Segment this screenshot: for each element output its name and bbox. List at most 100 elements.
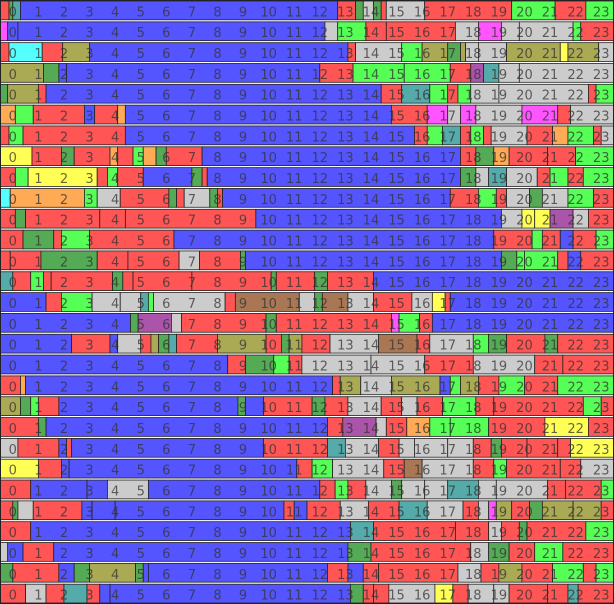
hour-tick-label: 13 (337, 380, 354, 395)
hour-tick-label: 1 (34, 235, 42, 250)
hour-tick-label: 16 (414, 380, 431, 395)
hour-tick-label: 14 (363, 172, 380, 187)
hour-tick-label: 23 (593, 589, 610, 604)
hour-tick-label: 9 (239, 255, 247, 270)
bar-segment (557, 375, 614, 396)
hour-tick-label: 5 (137, 130, 145, 145)
hour-tick-label: 13 (337, 68, 354, 83)
hour-tick-label: 15 (388, 547, 405, 562)
hour-tick-label: 4 (111, 339, 119, 354)
bar-segment (557, 333, 614, 354)
hour-tick-label: 2 (60, 214, 68, 229)
hour-tick-label: 0 (9, 443, 17, 458)
hour-tick-label: 16 (414, 589, 431, 604)
hour-tick-label: 12 (312, 151, 329, 166)
hour-tick-label: 21 (542, 68, 559, 83)
hour-tick-label: 1 (34, 214, 42, 229)
hour-tick-label: 14 (363, 464, 380, 479)
hour-tick-label: 18 (465, 255, 482, 270)
hour-tick-label: 6 (162, 339, 170, 354)
hour-tick-label: 20 (516, 318, 533, 333)
hour-tick-label: 11 (286, 130, 303, 145)
hour-tick-label: 0 (9, 276, 17, 291)
bar-segment (43, 271, 52, 291)
hour-tick-label: 4 (111, 568, 119, 583)
bar-segment (117, 146, 134, 167)
hour-tick-label: 21 (542, 130, 559, 145)
hour-tick-label: 9 (239, 484, 247, 499)
hour-tick-label: 14 (363, 151, 380, 166)
hour-tick-label: 7 (188, 505, 196, 520)
hour-tick-label: 8 (213, 505, 221, 520)
hour-tick-label: 3 (85, 172, 93, 187)
bar-segment (147, 292, 154, 312)
hour-tick-label: 13 (337, 276, 354, 291)
hour-tick-label: 19 (491, 172, 508, 187)
hour-tick-label: 11 (286, 276, 303, 291)
hour-tick-label: 21 (542, 26, 559, 41)
hour-tick-label: 5 (137, 318, 145, 333)
hour-tick-label: 4 (111, 318, 119, 333)
hour-tick-label: 12 (312, 526, 329, 541)
hour-tick-label: 7 (188, 568, 196, 583)
hour-tick-label: 16 (414, 110, 431, 125)
hour-tick-label: 18 (465, 297, 482, 312)
hour-tick-label: 6 (162, 214, 170, 229)
hour-tick-label: 11 (286, 89, 303, 104)
hour-tick-label: 14 (363, 5, 380, 20)
hour-tick-label: 22 (567, 235, 584, 250)
hour-tick-label: 11 (286, 568, 303, 583)
hour-tick-label: 22 (567, 255, 584, 270)
hour-tick-label: 20 (516, 380, 533, 395)
hour-tick-label: 16 (414, 318, 431, 333)
hour-tick-label: 17 (439, 526, 456, 541)
bar-segment (595, 83, 614, 104)
hour-tick-label: 8 (213, 214, 221, 229)
hour-tick-label: 14 (363, 318, 380, 333)
hour-tick-label: 12 (312, 422, 329, 437)
hour-tick-label: 5 (137, 297, 145, 312)
hour-tick-label: 10 (260, 401, 277, 416)
hour-tick-label: 18 (465, 547, 482, 562)
hour-tick-label: 9 (239, 297, 247, 312)
hour-tick-label: 18 (465, 568, 482, 583)
hour-tick-label: 14 (363, 589, 380, 604)
hour-tick-label: 20 (516, 484, 533, 499)
hour-tick-label: 19 (491, 5, 508, 20)
hour-tick-label: 14 (363, 26, 380, 41)
hour-tick-label: 18 (465, 110, 482, 125)
hour-tick-label: 14 (363, 130, 380, 145)
hour-tick-label: 12 (312, 443, 329, 458)
hour-tick-label: 19 (491, 505, 508, 520)
hour-tick-label: 19 (491, 255, 508, 270)
hour-tick-label: 18 (465, 339, 482, 354)
hour-tick-label: 7 (188, 484, 196, 499)
hour-tick-label: 18 (465, 401, 482, 416)
hour-tick-label: 4 (111, 276, 119, 291)
bar-segment (373, 271, 614, 291)
hour-tick-label: 5 (137, 26, 145, 41)
hour-tick-label: 5 (137, 172, 145, 187)
hour-tick-label: 12 (312, 318, 329, 333)
hour-tick-label: 20 (516, 68, 533, 83)
bar-segment (99, 583, 111, 604)
hour-tick-label: 19 (491, 276, 508, 291)
hour-tick-label: 23 (593, 318, 610, 333)
bar-segment (122, 271, 134, 291)
hour-tick-label: 11 (286, 255, 303, 270)
hour-tick-label: 15 (388, 505, 405, 520)
hour-tick-label: 15 (388, 401, 405, 416)
hour-tick-label: 6 (162, 318, 170, 333)
hour-tick-label: 4 (111, 297, 119, 312)
bar-segment (595, 562, 614, 583)
bar-segment (96, 167, 108, 187)
hour-tick-label: 11 (286, 443, 303, 458)
hour-tick-label: 7 (188, 5, 196, 20)
hour-tick-label: 13 (337, 89, 354, 104)
hour-tick-label: 16 (414, 297, 431, 312)
hour-tick-label: 15 (388, 130, 405, 145)
hour-tick-label: 21 (542, 589, 559, 604)
hour-tick-label: 18 (465, 47, 482, 62)
hour-tick-label: 20 (516, 547, 533, 562)
hour-tick-label: 13 (337, 526, 354, 541)
